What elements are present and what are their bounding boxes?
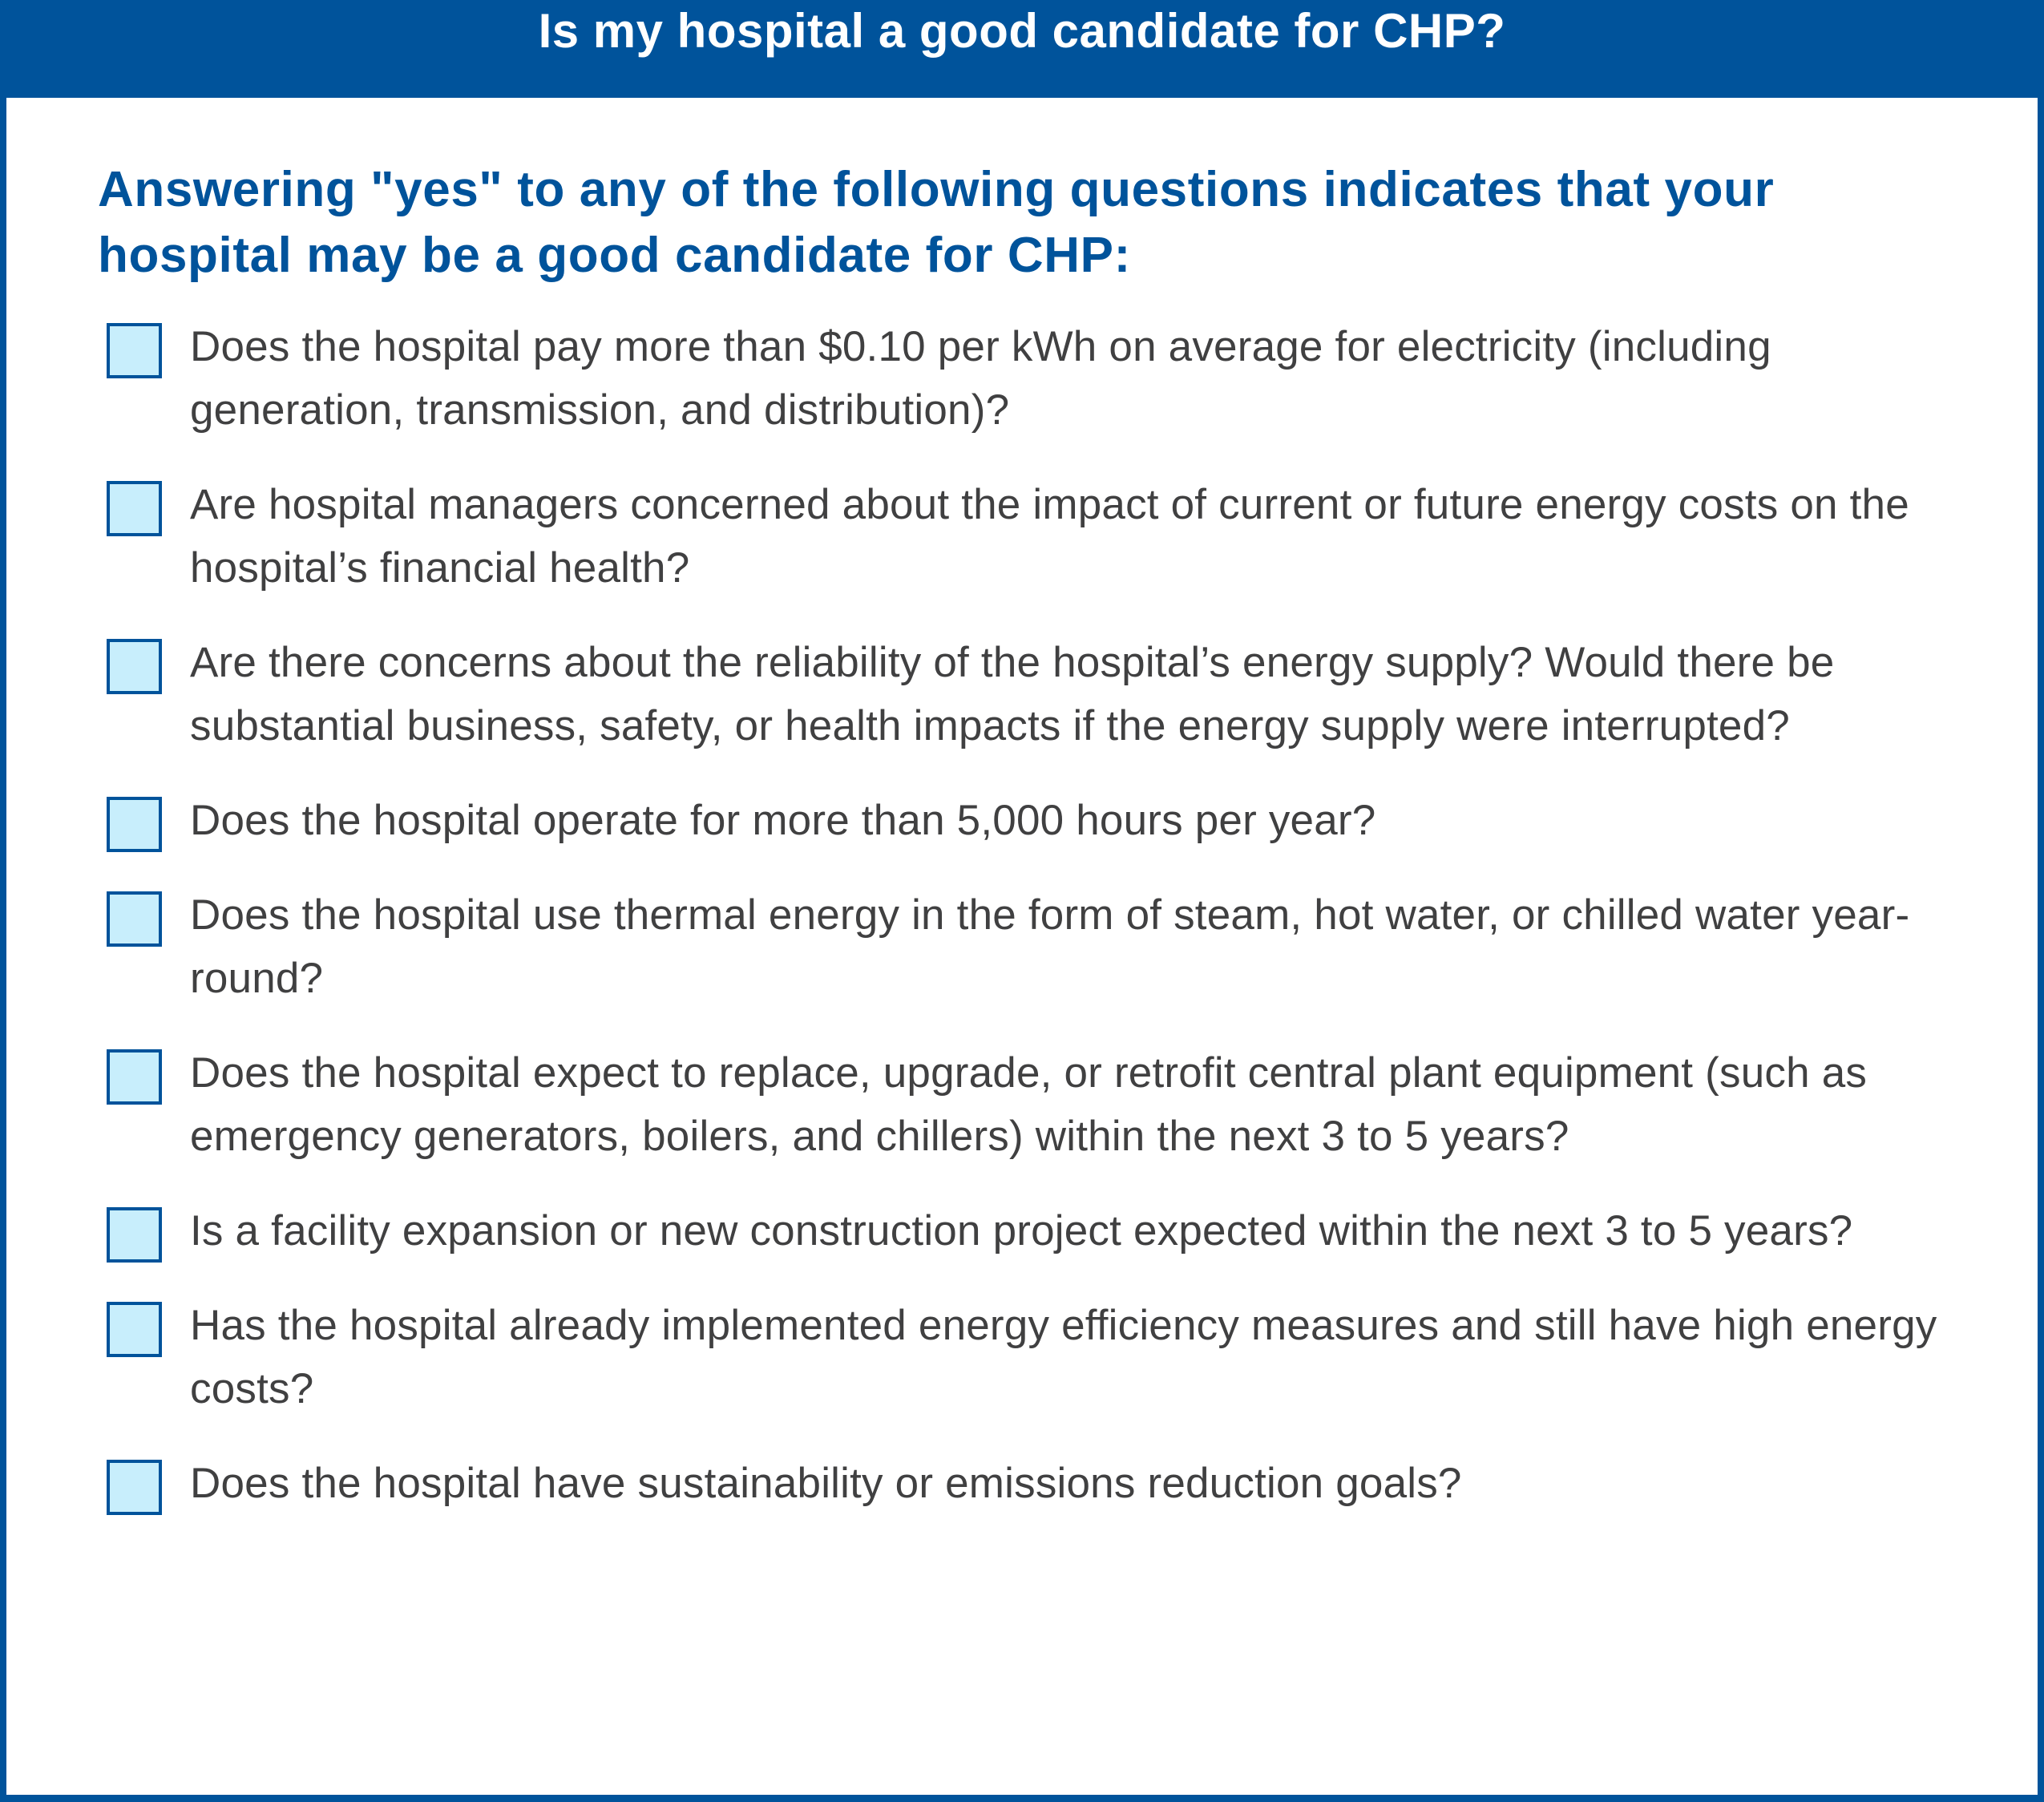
checklist-item-label: Is a facility expansion or new construct…: [190, 1207, 1853, 1255]
header-bar: Is my hospital a good candidate for CHP?: [0, 0, 2044, 98]
checklist-item: Has the hospital already implemented ene…: [107, 1302, 1974, 1420]
checklist-item-label: Does the hospital use thermal energy in …: [190, 891, 1910, 1002]
checklist-item-label: Does the hospital operate for more than …: [190, 797, 1376, 844]
checklist-item-label: Are hospital managers concerned about th…: [190, 481, 1909, 592]
checklist-item: Does the hospital pay more than $0.10 pe…: [107, 323, 1974, 442]
checkbox-icon[interactable]: [107, 639, 162, 694]
checklist-item-label: Does the hospital pay more than $0.10 pe…: [190, 323, 1771, 434]
checklist-item-label: Does the hospital expect to replace, upg…: [190, 1049, 1868, 1160]
checklist-item: Does the hospital have sustainability or…: [107, 1460, 1974, 1515]
checkbox-icon[interactable]: [107, 1460, 162, 1515]
checkbox-icon[interactable]: [107, 481, 162, 536]
checklist-item-label: Has the hospital already implemented ene…: [190, 1302, 1937, 1412]
checklist-item-label: Are there concerns about the reliability…: [190, 639, 1835, 749]
page-title: Is my hospital a good candidate for CHP?: [538, 3, 1506, 58]
checklist-item: Are there concerns about the reliability…: [107, 639, 1974, 758]
checklist-item: Does the hospital use thermal energy in …: [107, 891, 1974, 1010]
checkbox-icon[interactable]: [107, 1302, 162, 1357]
question-checklist: Does the hospital pay more than $0.10 pe…: [107, 323, 1974, 1554]
checklist-item: Does the hospital operate for more than …: [107, 797, 1974, 852]
checkbox-icon[interactable]: [107, 1207, 162, 1263]
checklist-item: Are hospital managers concerned about th…: [107, 481, 1974, 600]
checklist-item: Does the hospital expect to replace, upg…: [107, 1049, 1974, 1168]
checkbox-icon[interactable]: [107, 1049, 162, 1105]
intro-heading: Answering "yes" to any of the following …: [98, 162, 1775, 283]
checklist-item: Is a facility expansion or new construct…: [107, 1207, 1974, 1263]
checkbox-icon[interactable]: [107, 891, 162, 947]
checkbox-icon[interactable]: [107, 323, 162, 378]
checkbox-icon[interactable]: [107, 797, 162, 852]
checklist-item-label: Does the hospital have sustainability or…: [190, 1460, 1462, 1507]
